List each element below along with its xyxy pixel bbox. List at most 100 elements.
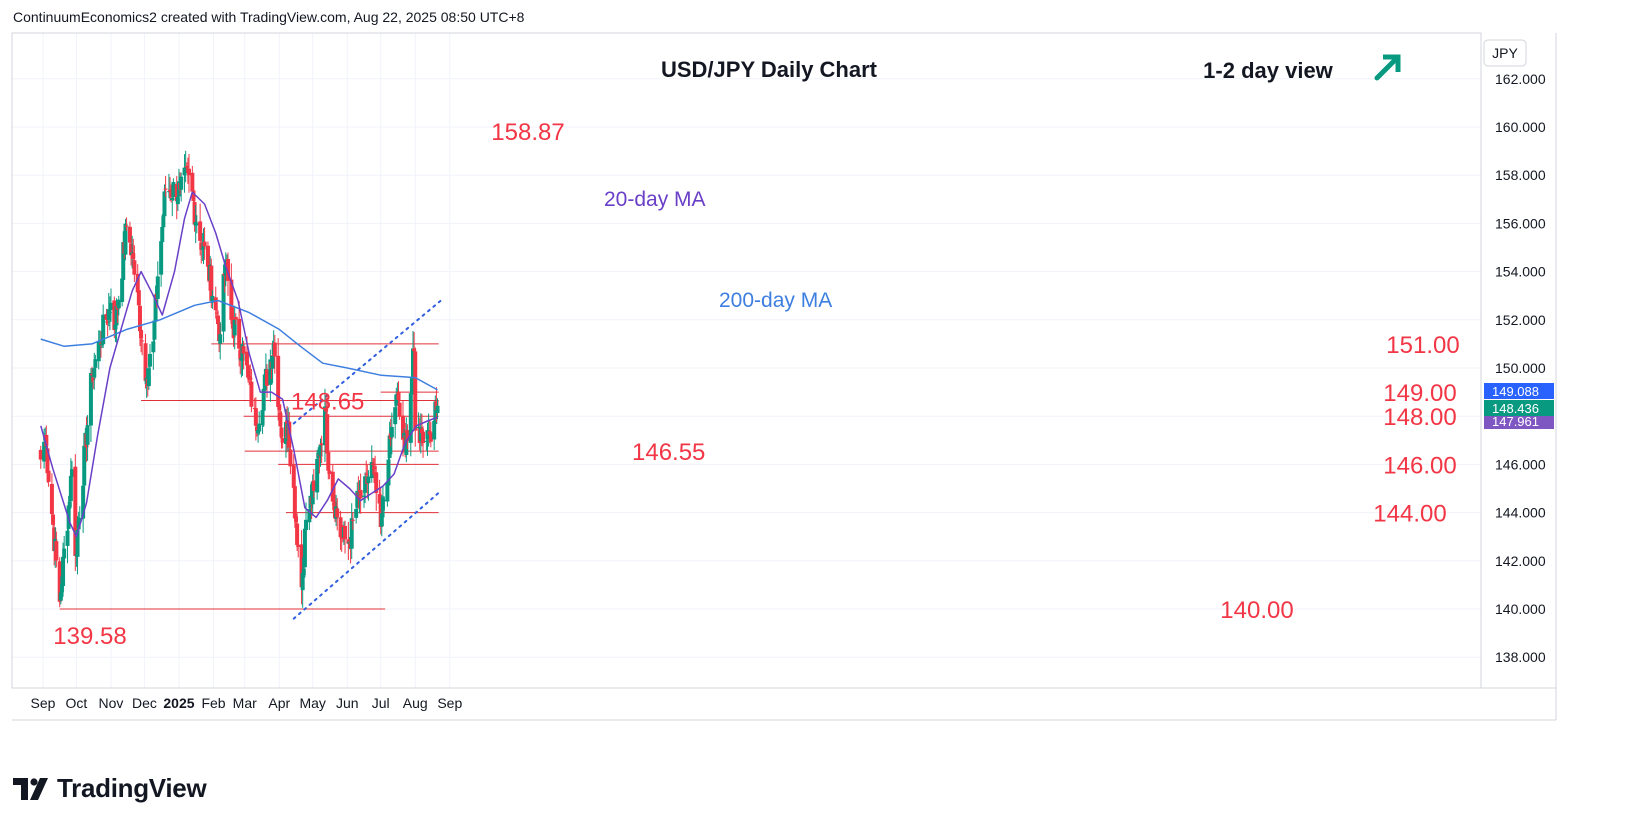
candle-body <box>82 445 87 486</box>
candle-body <box>214 312 219 314</box>
grid <box>12 33 1481 688</box>
candle-body <box>217 323 222 342</box>
x-tick-label: Aug <box>403 695 428 711</box>
candle-body <box>179 176 184 190</box>
candle-body <box>276 355 281 407</box>
candle-body <box>355 490 360 508</box>
level-label: 140.00 <box>1220 597 1293 624</box>
candle-body <box>327 470 332 475</box>
candle-body <box>425 430 430 440</box>
candle-body <box>379 513 384 527</box>
candle-body <box>322 406 327 446</box>
candle-body <box>397 402 402 417</box>
level-label: 148.65 <box>291 389 364 416</box>
candle-body <box>248 377 253 380</box>
candle-body <box>54 541 59 561</box>
candle-body <box>233 316 238 320</box>
candle-body <box>218 334 223 344</box>
candle-body <box>215 316 220 325</box>
candle-body <box>113 324 118 330</box>
candle-body <box>58 592 63 601</box>
candle-body <box>364 473 369 475</box>
candle-body <box>335 508 340 518</box>
candle-body <box>127 226 132 243</box>
x-tick-label: Mar <box>233 695 257 711</box>
candle-body <box>152 320 157 340</box>
candle-body <box>244 351 249 366</box>
candle-body <box>302 528 307 568</box>
y-tick-label: 146.000 <box>1495 456 1546 472</box>
candle-body <box>139 330 144 339</box>
candle-body <box>325 414 330 454</box>
candle-body <box>278 413 283 427</box>
candle-body <box>98 343 103 345</box>
candle-body <box>107 312 112 314</box>
candle-body <box>155 276 160 299</box>
candle-body <box>170 197 175 200</box>
candle-body <box>166 191 171 193</box>
candle-body <box>301 568 306 576</box>
candle-body <box>389 426 394 438</box>
candle-body <box>372 466 377 470</box>
candle-body <box>232 319 237 336</box>
candle-body <box>183 167 188 169</box>
candle-body <box>76 520 81 530</box>
candle-body <box>318 444 323 457</box>
y-tick-label: 150.000 <box>1495 360 1546 376</box>
candle-body <box>57 561 62 602</box>
level-label: 146.55 <box>632 439 705 466</box>
ma200-line <box>40 299 438 391</box>
tradingview-logo-icon <box>13 777 48 800</box>
candle-body <box>140 340 145 342</box>
candle-body <box>91 377 96 381</box>
candle-body <box>413 351 418 431</box>
candle-body <box>288 449 293 467</box>
candle-body <box>363 476 368 493</box>
trend-channel <box>292 299 442 620</box>
candle-body <box>90 373 95 376</box>
candle-body <box>346 539 351 544</box>
candle-body <box>65 530 70 546</box>
candle-body <box>160 226 165 243</box>
candle-body <box>202 241 207 247</box>
candle-body <box>105 321 110 323</box>
price-tag <box>1484 413 1554 429</box>
currency-badge <box>1483 39 1527 67</box>
candle-body <box>291 465 296 488</box>
y-tick-label: 142.000 <box>1495 553 1546 569</box>
chart-title: USD/JPY Daily Chart <box>661 57 878 82</box>
candle-body <box>300 573 305 591</box>
moving-averages <box>40 191 438 538</box>
candle-body <box>330 471 335 502</box>
candle-body <box>171 182 176 197</box>
candle-body <box>143 343 148 381</box>
candle-body <box>44 434 49 447</box>
candle-body <box>374 472 379 494</box>
candle-body <box>229 279 234 320</box>
candle-body <box>75 529 80 557</box>
candle-body <box>186 168 191 176</box>
candle-body <box>42 441 47 462</box>
candle-body <box>361 495 366 497</box>
candle-body <box>354 509 359 518</box>
candle-body <box>270 355 275 369</box>
candle-body <box>121 242 126 280</box>
candle-body <box>124 225 129 227</box>
candle-body <box>45 448 50 474</box>
candle-body <box>358 489 363 499</box>
candle-body <box>350 519 355 521</box>
candle-body <box>343 525 348 540</box>
candle-body <box>310 481 315 505</box>
tradingview-logo[interactable]: TradingView <box>13 773 207 804</box>
candle-body <box>132 260 137 275</box>
candle-body <box>432 421 437 440</box>
candle-body <box>108 302 113 311</box>
x-tick-label: Nov <box>99 695 124 711</box>
candle-body <box>287 421 292 448</box>
candle-body <box>380 497 385 511</box>
candle-body <box>400 415 405 440</box>
candle-body <box>62 548 67 559</box>
y-tick-label: 138.000 <box>1495 649 1546 665</box>
y-tick-label: 140.000 <box>1495 601 1546 617</box>
